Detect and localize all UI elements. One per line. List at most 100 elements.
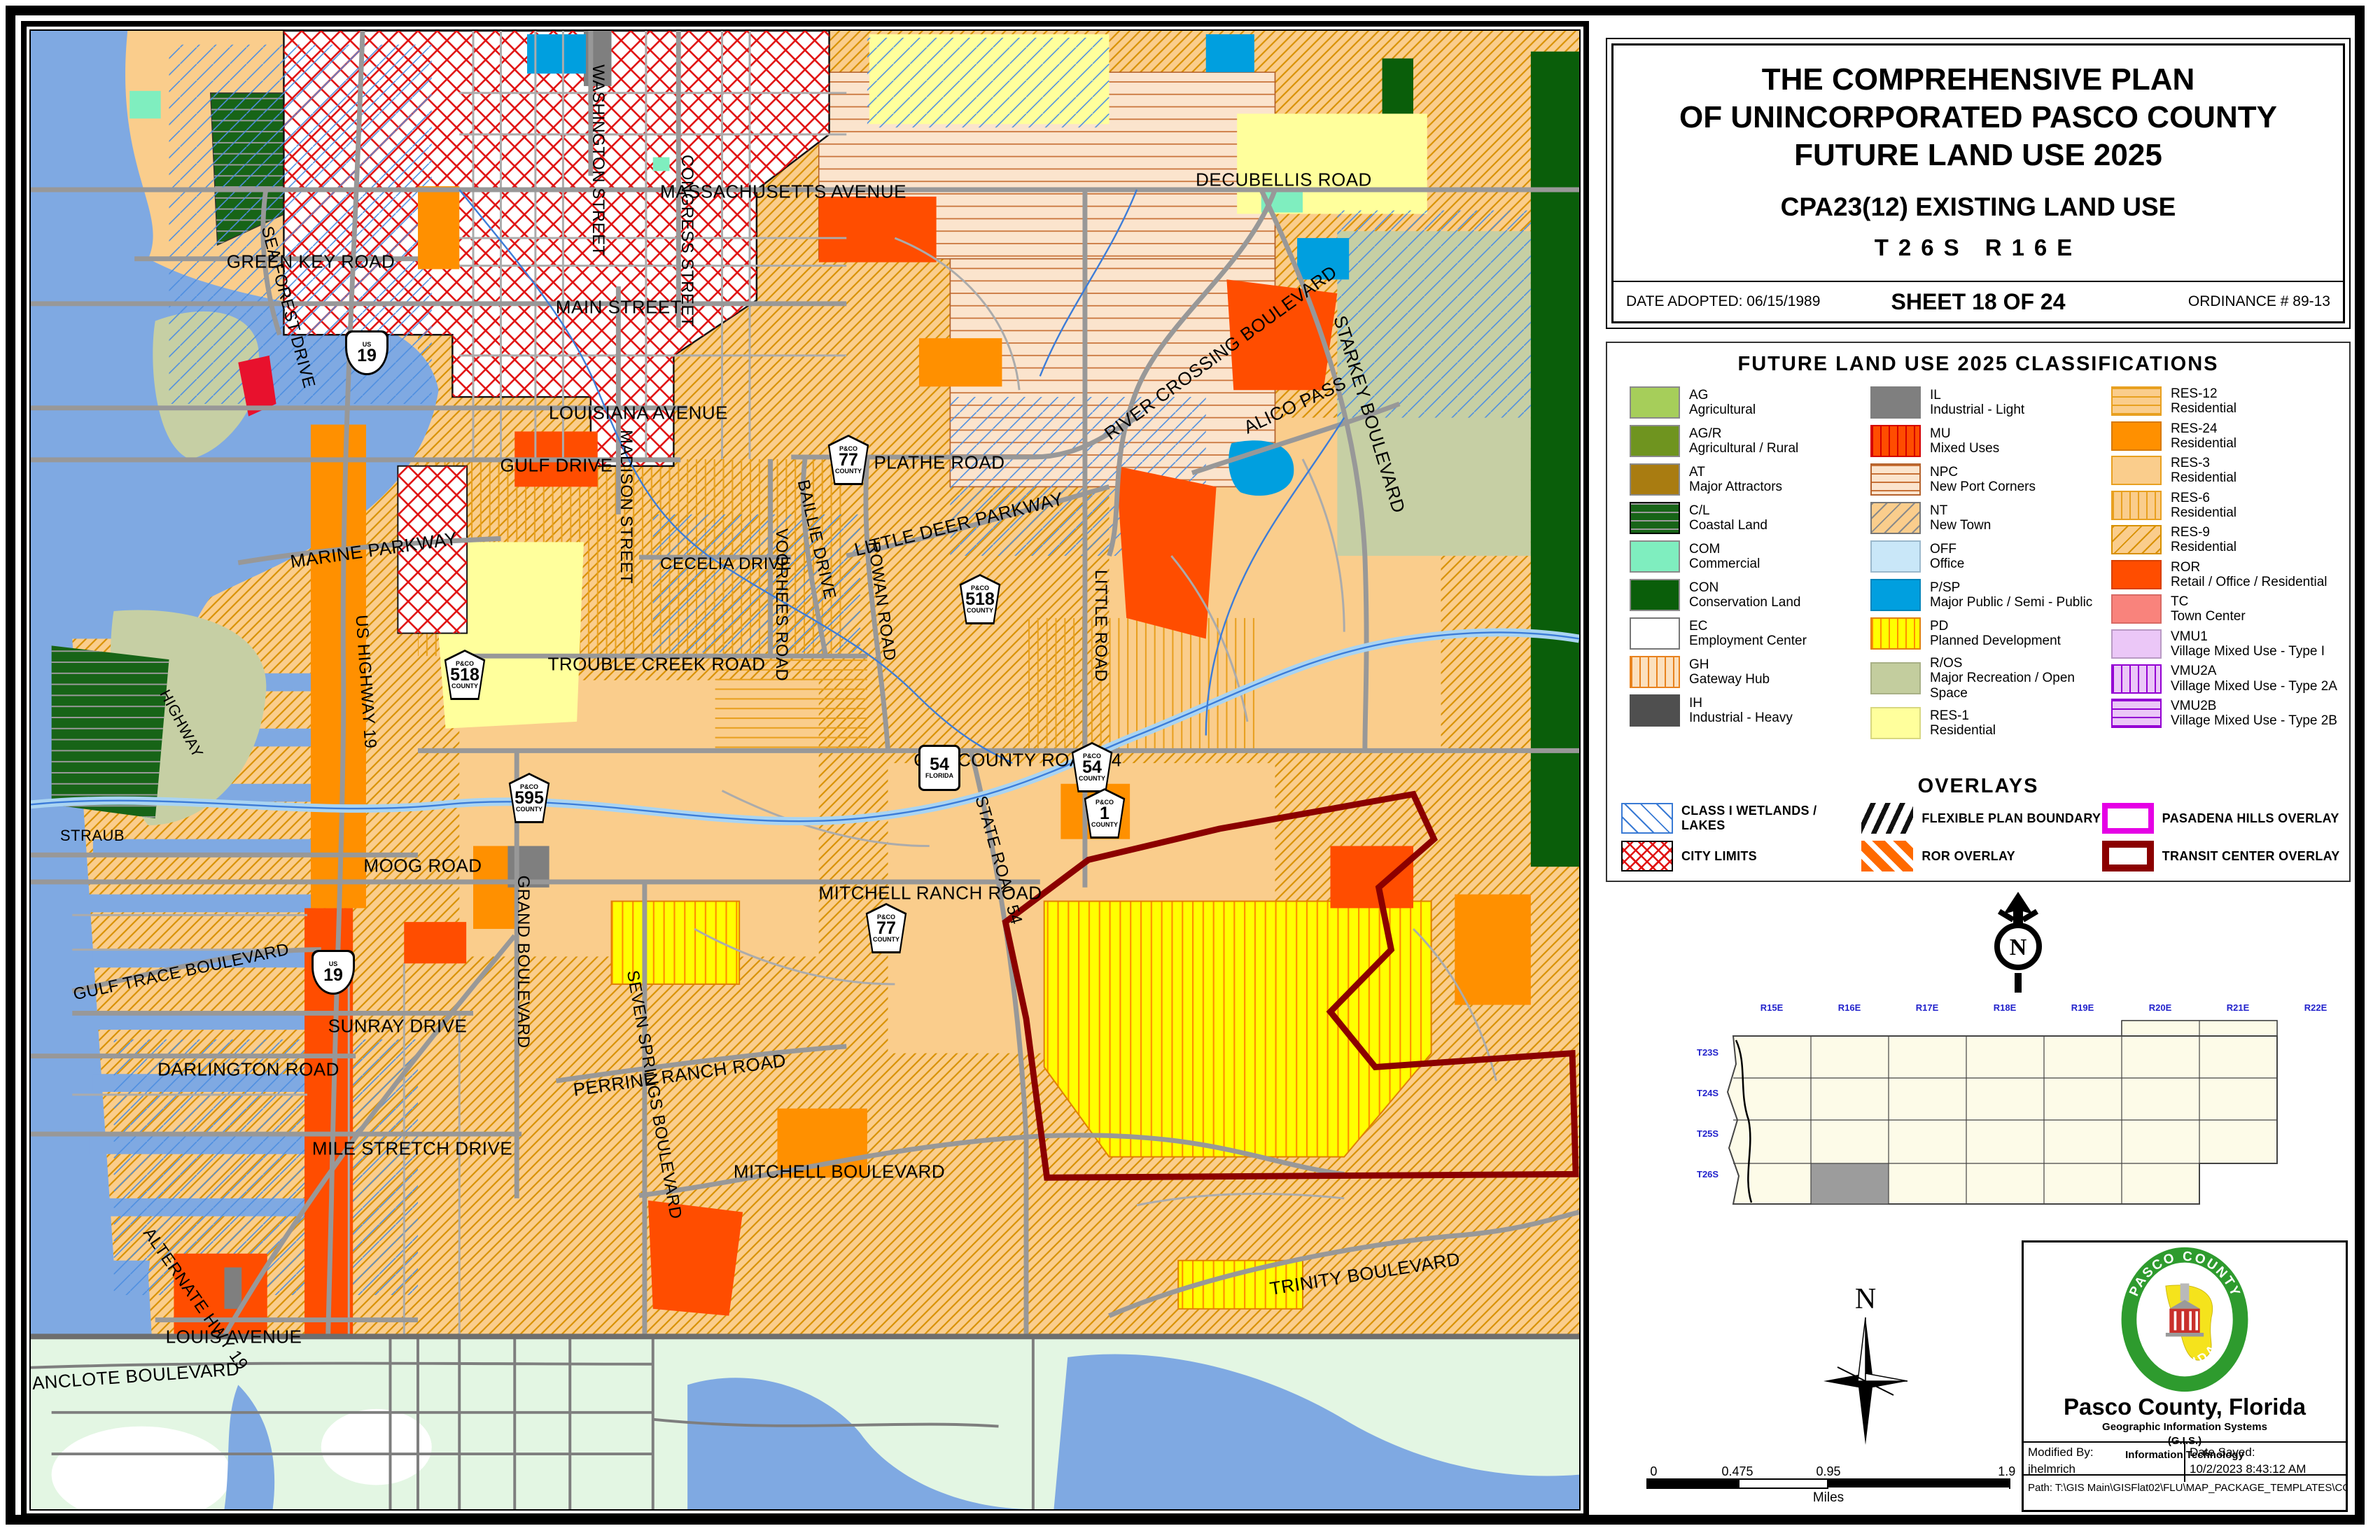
highway-shield-icon: P&CO 54 COUNTY: [1071, 742, 1113, 792]
highway-shield-icon: P&CO 77 COUNTY: [865, 903, 907, 953]
legend-code: MU: [1930, 426, 1951, 441]
shield-number: 19: [357, 346, 377, 365]
shield-top-text: P&CO: [970, 584, 989, 592]
overlay-item: FLEXIBLE PLAN BOUNDARY: [1861, 802, 2101, 834]
department-line: (G.I.S.): [2167, 1435, 2202, 1447]
legend-column-3: RES-12 Residential RES-24 Residential RES-…: [2101, 386, 2342, 769]
svg-text:N: N: [2010, 934, 2027, 960]
shield-top-text: P&CO: [455, 659, 474, 667]
overlay-label: PASADENA HILLS OVERLAY: [2162, 811, 2339, 825]
road-label: DECUBELLIS ROAD: [1196, 169, 1372, 190]
legend-label: Employment Center: [1689, 634, 1807, 648]
title-line2: OF UNINCORPORATED PASCO COUNTY: [1679, 100, 2277, 134]
scale-tick: 0: [1650, 1464, 1658, 1478]
legend-label: Agricultural: [1689, 402, 1756, 417]
legend-swatch: [1630, 425, 1680, 457]
legend-label: Commercial: [1689, 556, 1760, 571]
legend-code: CON: [1689, 580, 1719, 595]
highway-shield-icon: 54 FLORIDA: [918, 745, 960, 791]
legend-swatch: [2111, 664, 2162, 694]
svg-text:R15E: R15E: [1760, 1002, 1784, 1013]
legend-label: Residential: [2171, 470, 2236, 486]
road-label: LOUIS AVENUE: [165, 1326, 302, 1348]
road-label: MILE STRETCH DRIVE: [312, 1138, 513, 1159]
legend-swatch: [1870, 579, 1921, 611]
county-name: Pasco County, Florida: [2064, 1394, 2306, 1420]
legend-code: TC: [2171, 594, 2189, 610]
legend-swatch: [1630, 386, 1680, 419]
svg-text:R20E: R20E: [2149, 1002, 2172, 1013]
legend-swatch: [1870, 425, 1921, 457]
shield-bottom-text: COUNTY: [873, 935, 899, 943]
ordinance-number: ORDINANCE # 89-13: [2188, 293, 2330, 309]
overlay-swatch: [1621, 841, 1673, 872]
legend-item: GH Gateway Hub: [1630, 656, 1861, 688]
title-block: THE COMPREHENSIVE PLAN OF UNINCORPORATED…: [1606, 38, 2351, 329]
highway-shield-icon: P&CO 518 COUNTY: [959, 574, 1001, 624]
shield-number: 19: [323, 965, 343, 985]
legend-item: P/SP Major Public / Semi - Public: [1870, 579, 2101, 611]
legend-swatch: [2111, 421, 2162, 451]
south-of-county: [31, 1334, 1579, 1509]
svg-text:R17E: R17E: [1916, 1002, 1939, 1013]
legend-item: OFF Office: [1870, 540, 2101, 573]
overlay-item: CITY LIMITS: [1621, 840, 1861, 872]
shield-bottom-text: COUNTY: [451, 682, 478, 690]
overlay-item: ROR OVERLAY: [1861, 840, 2101, 872]
legend-item: VMU2B Village Mixed Use - Type 2B: [2111, 699, 2342, 729]
legend-swatch: [2111, 699, 2162, 729]
landuse-pd: [610, 900, 1432, 1310]
department-line: Geographic Information Systems: [2102, 1421, 2267, 1433]
legend-label: Village Mixed Use - Type I: [2171, 643, 2325, 659]
legend-item: TC Town Center: [2111, 594, 2342, 624]
legend-label: Village Mixed Use - Type 2A: [2171, 678, 2337, 694]
legend-label: Coastal Land: [1689, 518, 1768, 533]
title-line3: FUTURE LAND USE 2025: [1794, 138, 2162, 172]
legend-item: ROR Retail / Office / Residential: [2111, 560, 2342, 590]
landuse-res12: [715, 656, 867, 751]
legend-title: FUTURE LAND USE 2025 CLASSIFICATIONS: [1737, 353, 2219, 375]
legend-code: AT: [1689, 464, 1705, 479]
shield-bottom-text: COUNTY: [835, 467, 862, 475]
township-range: T26S R16E: [1874, 234, 2082, 260]
scale-bar: 0 0.475 0.95 1.9 Miles: [1646, 1464, 2015, 1505]
svg-text:R22E: R22E: [2304, 1002, 2328, 1013]
road-label: MITCHELL BOULEVARD: [733, 1161, 946, 1182]
road-label: MASSACHUSETTS AVENUE: [660, 181, 906, 202]
shield-number: 77: [839, 449, 858, 470]
overlay-swatch: [1621, 803, 1673, 834]
legend-code: VMU2A: [2171, 664, 2217, 679]
legend-label: Residential: [1930, 722, 1996, 738]
svg-text:T25S: T25S: [1697, 1128, 1718, 1139]
shield-number: 77: [876, 918, 896, 938]
legend-code: P/SP: [1930, 580, 1961, 595]
legend-swatch: [1630, 540, 1680, 573]
shield-top-text: US: [362, 341, 372, 348]
legend-swatch: [1630, 656, 1680, 688]
legend-item: VMU2A Village Mixed Use - Type 2A: [2111, 664, 2342, 694]
legend-item: PD Planned Development: [1870, 617, 2101, 650]
overlay-label: CLASS I WETLANDS / LAKES: [1681, 804, 1817, 832]
legend-item: MU Mixed Uses: [1870, 425, 2101, 457]
legend-label: Agricultural / Rural: [1689, 441, 1799, 456]
shield-number: 518: [450, 664, 479, 685]
overlays-column-3: PASADENA HILLS OVERLAY TRANSIT CENTER OV…: [2101, 802, 2342, 876]
legend-item: AT Major Attractors: [1630, 463, 1861, 496]
legend-item: VMU1 Village Mixed Use - Type I: [2111, 629, 2342, 659]
overlay-swatch: [1861, 841, 1914, 872]
scale-tick: 0.475: [1721, 1464, 1754, 1478]
shield-bottom-text: FLORIDA: [925, 772, 953, 779]
road-label: PLATHE ROAD: [874, 451, 1005, 473]
legend-label: Residential: [2171, 505, 2236, 520]
legend-code: COM: [1689, 541, 1721, 556]
legend-label: New Port Corners: [1930, 479, 2036, 494]
legend-code: RES-3: [2171, 456, 2210, 471]
legend-swatch: [1630, 617, 1680, 650]
overlay-item: PASADENA HILLS OVERLAY: [2101, 802, 2342, 834]
locator-grid: [1726, 1020, 2278, 1205]
svg-text:T24S: T24S: [1697, 1088, 1718, 1098]
road-label: MADISON STREET: [617, 429, 636, 584]
shield-number: 54: [930, 755, 949, 774]
legend-swatch: [2111, 386, 2162, 416]
legend-code: RES-9: [2171, 525, 2210, 540]
